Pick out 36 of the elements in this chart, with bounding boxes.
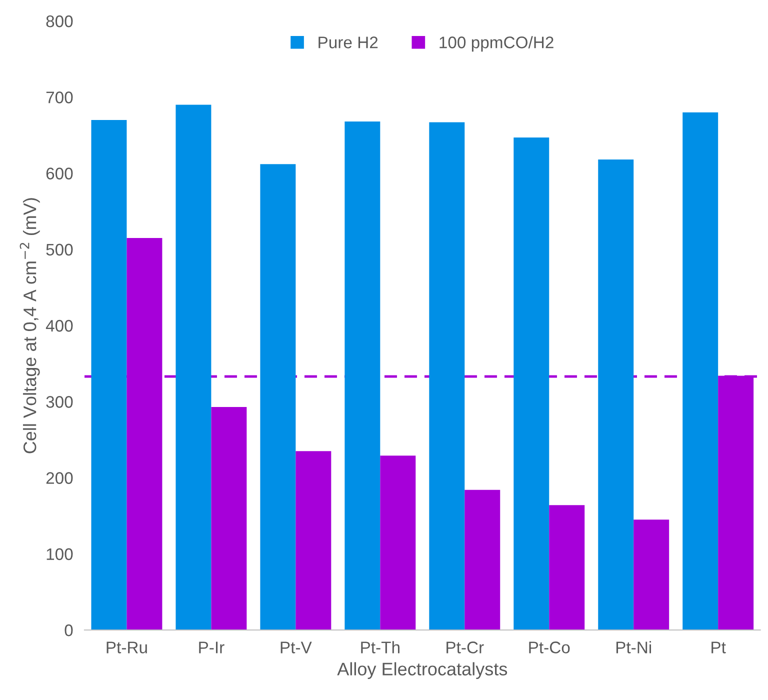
bar bbox=[429, 122, 465, 630]
bar bbox=[549, 505, 585, 630]
legend-label: 100 ppmCO/H2 bbox=[440, 36, 554, 52]
x-tick-label: Pt-V bbox=[280, 642, 312, 654]
bar bbox=[211, 406, 247, 630]
y-tick-label: 100 bbox=[46, 548, 73, 560]
y-axis-title: Cell Voltage at 0,4 A cm$^{−2}$ (mV) bbox=[20, 198, 40, 454]
bar bbox=[296, 451, 332, 630]
x-tick-label: Pt-Ru bbox=[106, 642, 147, 654]
bar bbox=[682, 112, 718, 630]
y-tick-label: 700 bbox=[46, 92, 73, 104]
bar bbox=[380, 456, 416, 630]
y-tick-label: 0 bbox=[64, 624, 73, 636]
y-tick-label: 800 bbox=[46, 15, 73, 28]
x-tick-label: Pt-Co bbox=[529, 642, 570, 654]
y-tick-label: 400 bbox=[46, 320, 73, 332]
y-tick-label: 600 bbox=[46, 168, 73, 180]
y-tick-label: 200 bbox=[46, 472, 73, 484]
x-tick-label: Pt-Ni bbox=[616, 641, 651, 654]
x-tick-label: Pt-Th bbox=[361, 641, 400, 654]
bar bbox=[126, 238, 162, 630]
x-axis-title: Alloy Electrocatalysts bbox=[337, 662, 508, 680]
bar bbox=[91, 120, 127, 630]
y-tick-label: 300 bbox=[46, 396, 73, 408]
y-tick-label: 500 bbox=[46, 244, 73, 256]
bar bbox=[464, 490, 500, 630]
x-tick-label: P-Ir bbox=[199, 642, 224, 654]
bar bbox=[514, 137, 550, 630]
bar bbox=[344, 121, 380, 630]
x-tick-label: Pt-Cr bbox=[446, 642, 484, 654]
x-tick-label: Pt bbox=[712, 642, 726, 654]
bar bbox=[176, 104, 212, 630]
bar bbox=[260, 164, 296, 630]
bar bbox=[634, 520, 670, 630]
legend-label: Pure H2 bbox=[318, 36, 378, 48]
bar bbox=[598, 160, 634, 630]
